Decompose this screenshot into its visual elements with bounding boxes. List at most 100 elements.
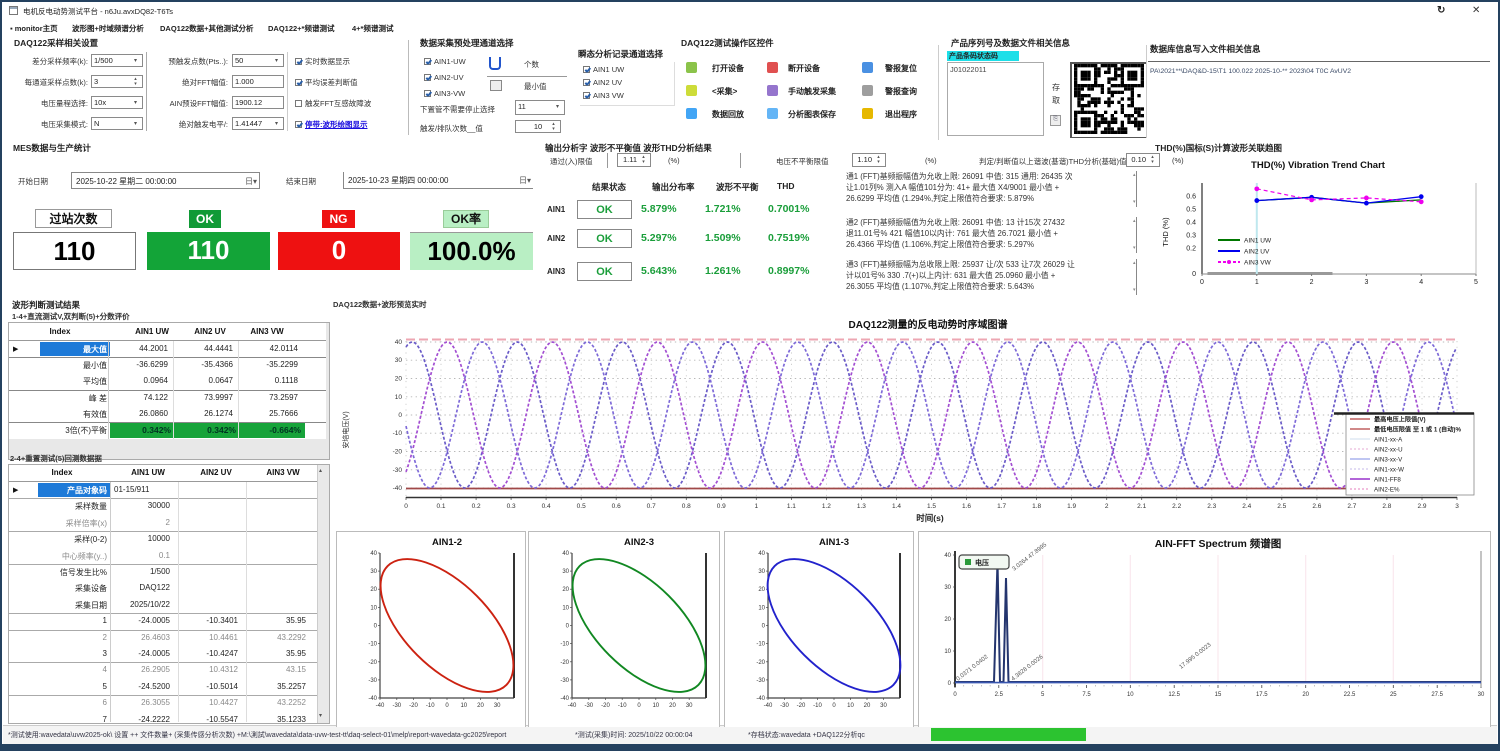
svg-text:10: 10 <box>460 703 467 709</box>
svg-text:0.2: 0.2 <box>472 503 481 510</box>
svg-text:-40: -40 <box>568 703 577 709</box>
svg-text:-40: -40 <box>368 696 377 702</box>
svg-text:1.2: 1.2 <box>822 503 831 510</box>
svg-text:0: 0 <box>398 412 402 419</box>
svg-text:-40: -40 <box>560 696 569 702</box>
svg-text:22.5: 22.5 <box>1344 692 1356 698</box>
svg-text:-30: -30 <box>756 678 765 684</box>
svg-text:20: 20 <box>944 617 951 623</box>
svg-text:20: 20 <box>1302 692 1309 698</box>
svg-text:AIN2-3: AIN2-3 <box>624 537 654 548</box>
svg-text:-20: -20 <box>756 660 765 666</box>
svg-text:30: 30 <box>1478 692 1485 698</box>
svg-text:AIN3-xx-V: AIN3-xx-V <box>1374 457 1403 464</box>
svg-text:1.8: 1.8 <box>1032 503 1041 510</box>
svg-text:1.1: 1.1 <box>787 503 796 510</box>
svg-text:15: 15 <box>1215 692 1222 698</box>
svg-text:THD (%): THD (%) <box>1161 217 1170 247</box>
svg-text:30: 30 <box>370 569 377 575</box>
svg-text:5: 5 <box>1474 279 1478 286</box>
svg-text:DAQ122测量的反电动势时序域图谱: DAQ122测量的反电动势时序域图谱 <box>849 318 1008 331</box>
svg-text:-20: -20 <box>393 449 403 456</box>
svg-text:20: 20 <box>370 587 377 593</box>
svg-text:20: 20 <box>669 703 676 709</box>
svg-text:-40: -40 <box>376 703 385 709</box>
svg-text:0.4: 0.4 <box>542 503 551 510</box>
svg-text:AIN1-xx-A: AIN1-xx-A <box>1374 437 1403 444</box>
svg-text:40: 40 <box>562 551 569 557</box>
svg-text:-10: -10 <box>560 642 569 648</box>
svg-text:2.5: 2.5 <box>995 692 1004 698</box>
svg-text:5: 5 <box>1041 692 1045 698</box>
svg-text:-20: -20 <box>368 660 377 666</box>
svg-text:4: 4 <box>1419 279 1423 286</box>
svg-text:-40: -40 <box>756 696 765 702</box>
svg-text:2.2: 2.2 <box>1172 503 1181 510</box>
svg-text:30: 30 <box>562 569 569 575</box>
svg-text:1: 1 <box>1255 279 1259 286</box>
svg-text:2.3: 2.3 <box>1207 503 1216 510</box>
svg-text:1.3: 1.3 <box>857 503 866 510</box>
svg-text:THD(%) Vibration Trend Chart: THD(%) Vibration Trend Chart <box>1251 160 1386 171</box>
svg-text:0.6: 0.6 <box>1186 194 1196 201</box>
svg-text:-20: -20 <box>560 660 569 666</box>
svg-text:1.5: 1.5 <box>927 503 936 510</box>
svg-text:AIN1-2: AIN1-2 <box>432 537 462 548</box>
svg-text:2.1: 2.1 <box>1137 503 1146 510</box>
svg-text:2.7: 2.7 <box>1347 503 1356 510</box>
svg-text:AIN2 UV: AIN2 UV <box>1244 249 1270 256</box>
svg-text:-20: -20 <box>409 703 418 709</box>
svg-text:20: 20 <box>864 703 871 709</box>
svg-text:0: 0 <box>445 703 449 709</box>
svg-text:0: 0 <box>953 692 957 698</box>
svg-text:AIN2-xx-U: AIN2-xx-U <box>1374 447 1403 454</box>
svg-text:-40: -40 <box>393 485 403 492</box>
svg-text:0: 0 <box>762 624 766 630</box>
svg-text:0.0371 0.0402: 0.0371 0.0402 <box>956 654 990 683</box>
svg-text:2.8: 2.8 <box>1382 503 1391 510</box>
svg-text:2: 2 <box>1105 503 1109 510</box>
svg-text:0.1: 0.1 <box>436 503 445 510</box>
svg-text:30: 30 <box>758 569 765 575</box>
svg-text:40: 40 <box>370 551 377 557</box>
svg-text:10: 10 <box>652 703 659 709</box>
svg-text:30: 30 <box>880 703 887 709</box>
svg-text:-10: -10 <box>813 703 822 709</box>
svg-text:0.4: 0.4 <box>1186 220 1196 227</box>
svg-text:20: 20 <box>758 587 765 593</box>
svg-text:时间(s): 时间(s) <box>916 513 944 523</box>
svg-text:30: 30 <box>395 357 403 364</box>
svg-text:40: 40 <box>758 551 765 557</box>
svg-text:10: 10 <box>370 605 377 611</box>
svg-text:3: 3 <box>1455 503 1459 510</box>
svg-text:-30: -30 <box>393 467 403 474</box>
svg-text:1.7: 1.7 <box>997 503 1006 510</box>
svg-text:-10: -10 <box>618 703 627 709</box>
svg-text:2: 2 <box>1310 279 1314 286</box>
svg-text:20: 20 <box>477 703 484 709</box>
svg-text:-30: -30 <box>368 678 377 684</box>
svg-text:AIN-FFT Spectrum 频谱图: AIN-FFT Spectrum 频谱图 <box>1155 537 1282 550</box>
svg-text:AIN1-FF8: AIN1-FF8 <box>1374 477 1401 484</box>
svg-text:10: 10 <box>944 649 951 655</box>
svg-text:0.3: 0.3 <box>507 503 516 510</box>
svg-text:0.3: 0.3 <box>1186 233 1196 240</box>
svg-text:AIN3 VW: AIN3 VW <box>1244 260 1272 267</box>
svg-text:AIN1 UW: AIN1 UW <box>1244 238 1272 245</box>
svg-text:30: 30 <box>494 703 501 709</box>
svg-text:7.5: 7.5 <box>1082 692 1091 698</box>
svg-text:0: 0 <box>566 624 570 630</box>
svg-text:10: 10 <box>562 605 569 611</box>
svg-text:0.5: 0.5 <box>1186 207 1196 214</box>
svg-text:17.5: 17.5 <box>1256 692 1268 698</box>
svg-text:-40: -40 <box>764 703 773 709</box>
svg-text:-30: -30 <box>392 703 401 709</box>
svg-text:40: 40 <box>395 339 403 346</box>
svg-text:20: 20 <box>562 587 569 593</box>
svg-text:电压: 电压 <box>975 558 989 567</box>
svg-text:最低电压限值 至 1 或 1 (自动)%: 最低电压限值 至 1 或 1 (自动)% <box>1374 426 1461 434</box>
svg-text:10: 10 <box>1127 692 1134 698</box>
svg-text:最高电压上限值(V): 最高电压上限值(V) <box>1374 416 1426 424</box>
svg-text:20: 20 <box>395 376 403 383</box>
svg-text:-30: -30 <box>780 703 789 709</box>
